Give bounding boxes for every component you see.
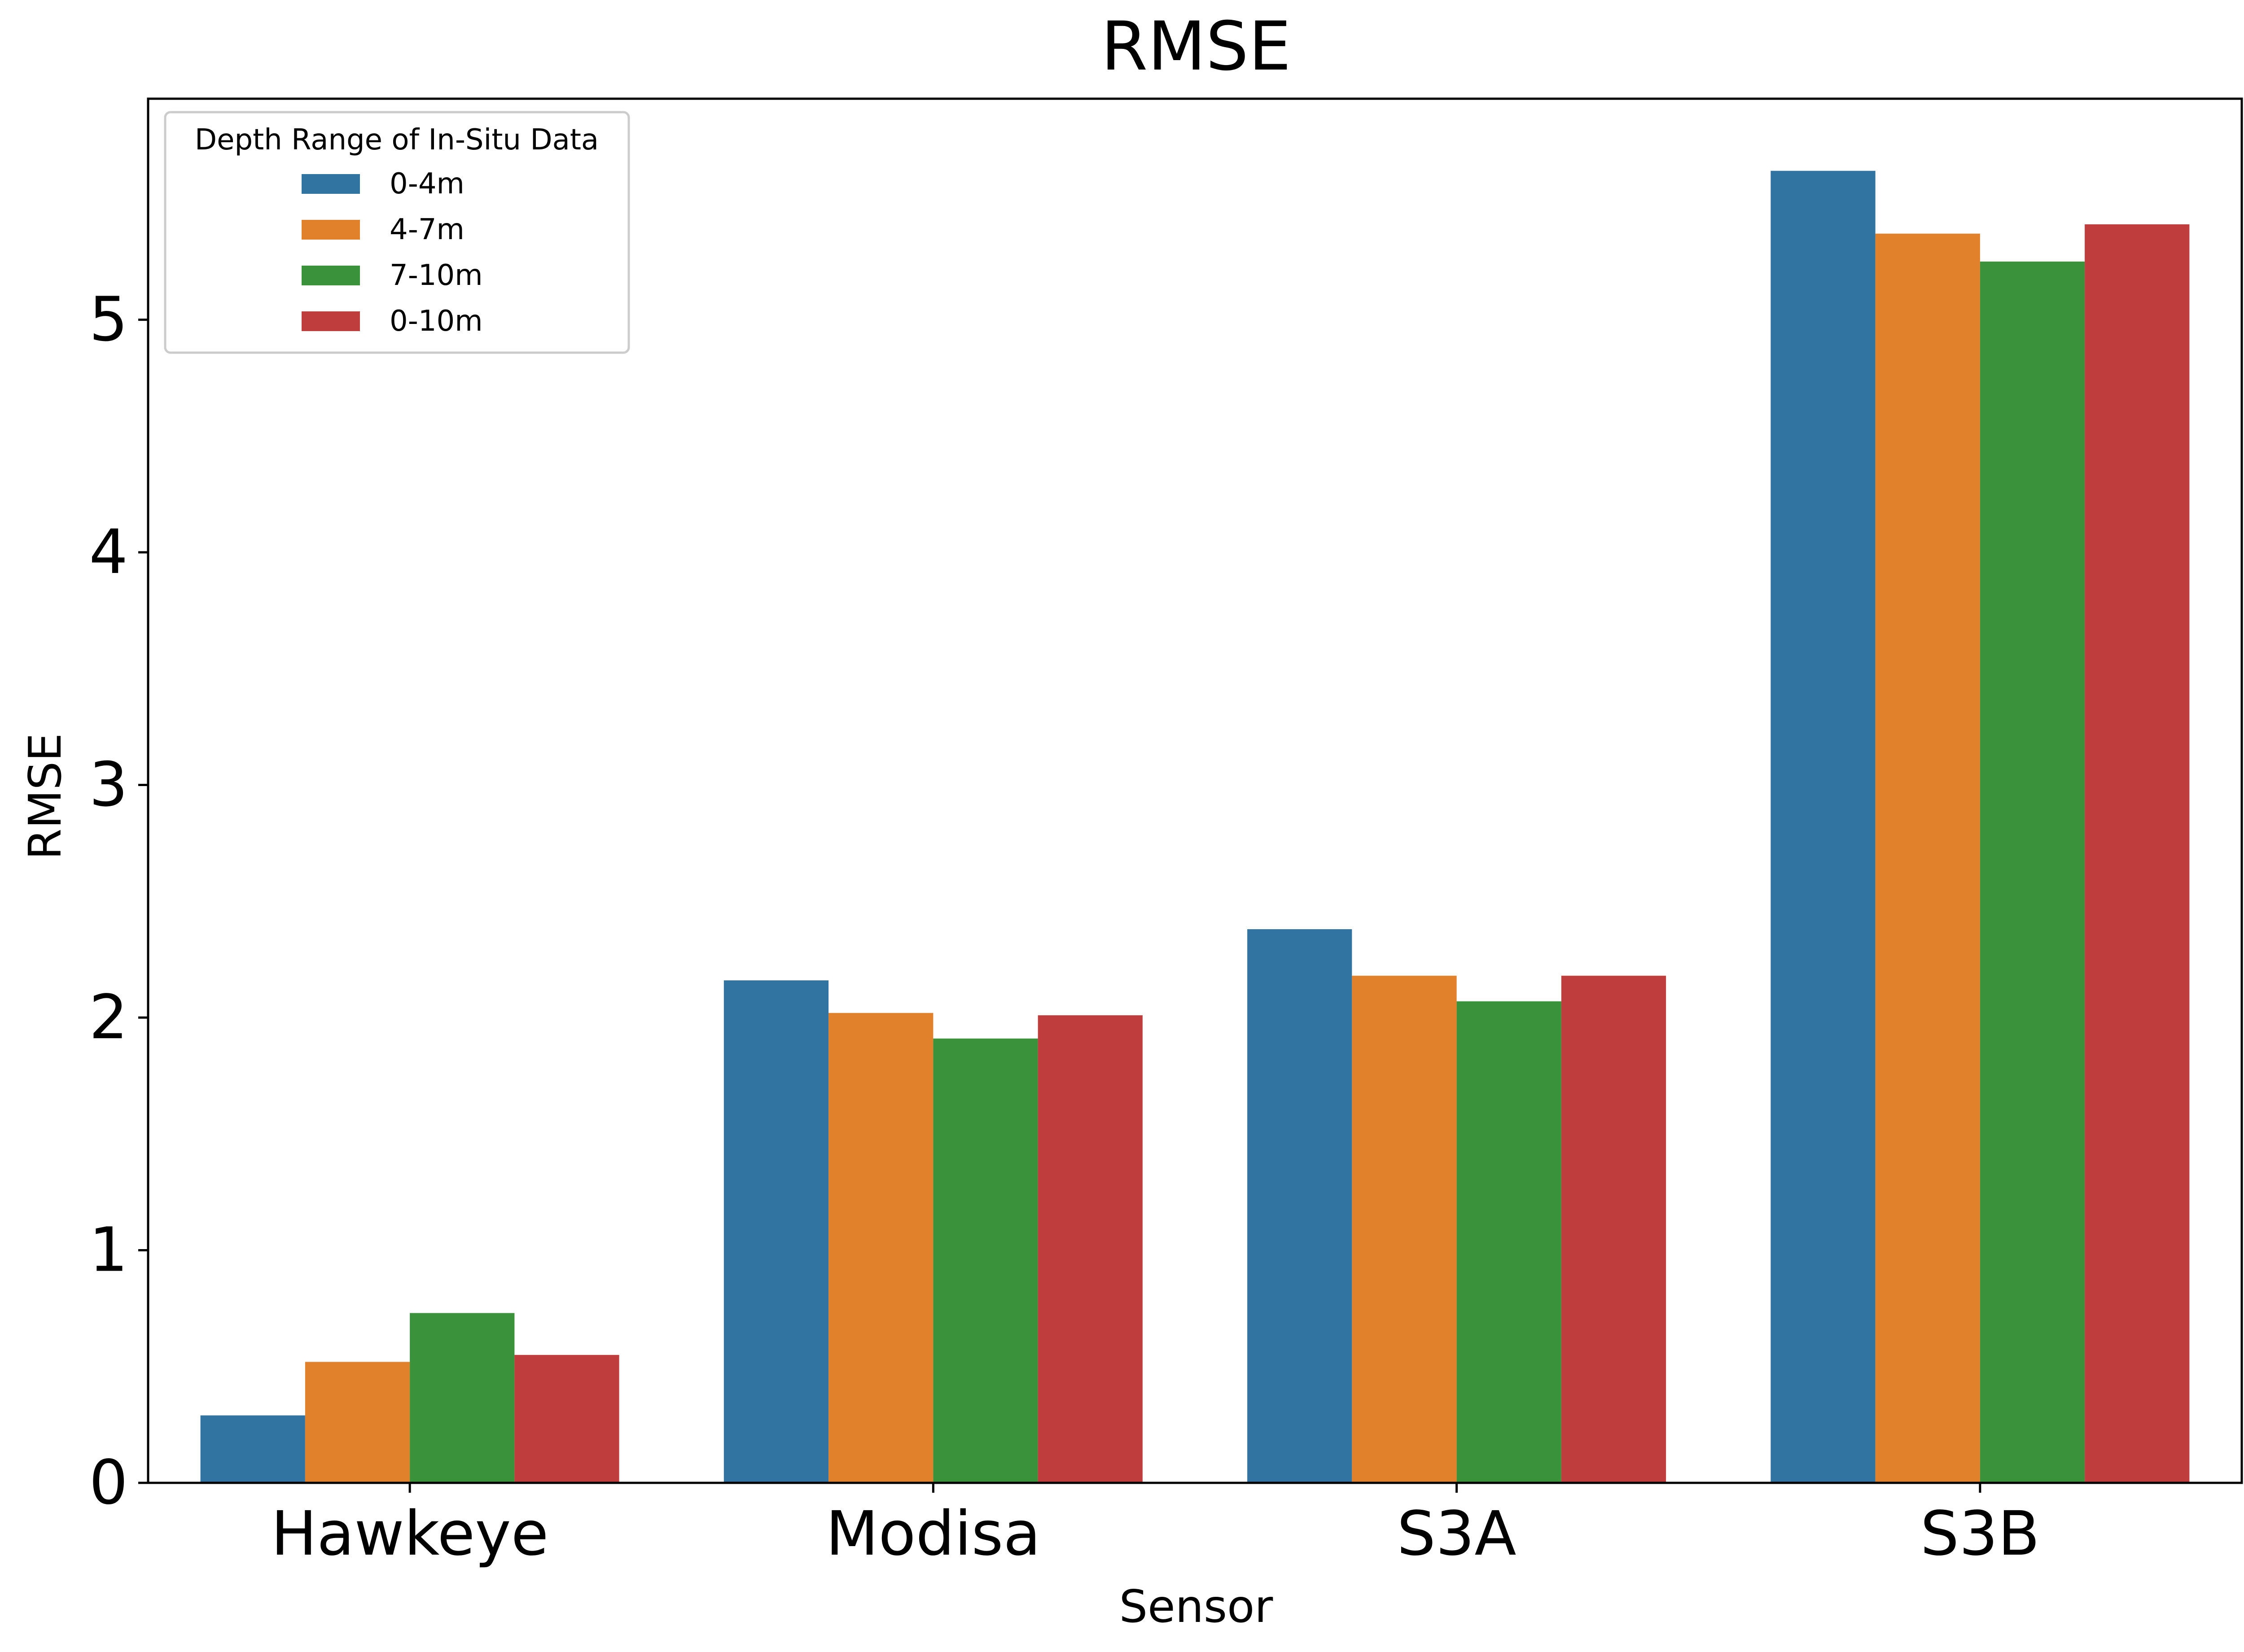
bar-s3b-0-10m xyxy=(2085,224,2190,1483)
axes-layer: 0 1 2 3 4 5 Hawkeye Modisa S3A S3B xyxy=(89,97,2243,1569)
legend-label: 7-10m xyxy=(390,259,483,292)
bar-s3b-0-4m xyxy=(1771,170,1876,1483)
x-tick-label: S3B xyxy=(1920,1499,2040,1569)
legend-label: 4-7m xyxy=(390,213,465,246)
plot-frame xyxy=(147,97,2243,1484)
legend-swatch-4-7m xyxy=(302,220,360,240)
bars-layer xyxy=(200,170,2190,1483)
x-tick-label: S3A xyxy=(1397,1499,1516,1569)
x-axis-label: Sensor xyxy=(1119,1580,1274,1633)
x-tick-label: Hawkeye xyxy=(271,1499,549,1569)
bar-hawkeye-4-7m xyxy=(305,1362,410,1483)
bar-modisa-0-10m xyxy=(1038,1015,1143,1483)
legend-label: 0-4m xyxy=(390,167,465,201)
legend-title: Depth Range of In-Situ Data xyxy=(195,123,599,157)
legend-swatch-0-4m xyxy=(302,174,360,194)
y-tick-label: 3 xyxy=(89,750,128,821)
bar-hawkeye-0-10m xyxy=(514,1355,619,1483)
legend-swatch-0-10m xyxy=(302,311,360,331)
y-tick-label: 1 xyxy=(89,1215,128,1286)
bar-hawkeye-0-4m xyxy=(200,1415,305,1483)
bar-modisa-7-10m xyxy=(933,1038,1038,1483)
legend-box xyxy=(164,111,630,354)
bar-s3b-7-10m xyxy=(1980,261,2085,1483)
bar-modisa-0-4m xyxy=(723,980,829,1483)
bar-s3a-0-10m xyxy=(1561,975,1666,1483)
bar-s3a-0-4m xyxy=(1247,929,1352,1483)
y-axis-label: RMSE xyxy=(19,733,71,860)
y-tick-label: 0 xyxy=(89,1447,128,1518)
legend-label: 0-10m xyxy=(390,305,483,338)
y-tick-label: 4 xyxy=(89,517,128,588)
legend-swatch-7-10m xyxy=(302,266,360,285)
chart-title: RMSE xyxy=(1101,8,1291,86)
bar-s3b-4-7m xyxy=(1875,233,1980,1483)
legend-entries: 0-4m 4-7m 7-10m 0-10m xyxy=(302,167,483,338)
legend: Depth Range of In-Situ Data 0-4m 4-7m 7-10… xyxy=(164,111,630,354)
bar-modisa-4-7m xyxy=(828,1013,934,1483)
bar-hawkeye-7-10m xyxy=(410,1313,515,1483)
bar-s3a-4-7m xyxy=(1352,975,1457,1483)
y-tick-label: 5 xyxy=(89,284,128,355)
bar-s3a-7-10m xyxy=(1456,1001,1561,1483)
y-tick-label: 2 xyxy=(89,982,128,1053)
x-tick-label: Modisa xyxy=(826,1499,1041,1569)
